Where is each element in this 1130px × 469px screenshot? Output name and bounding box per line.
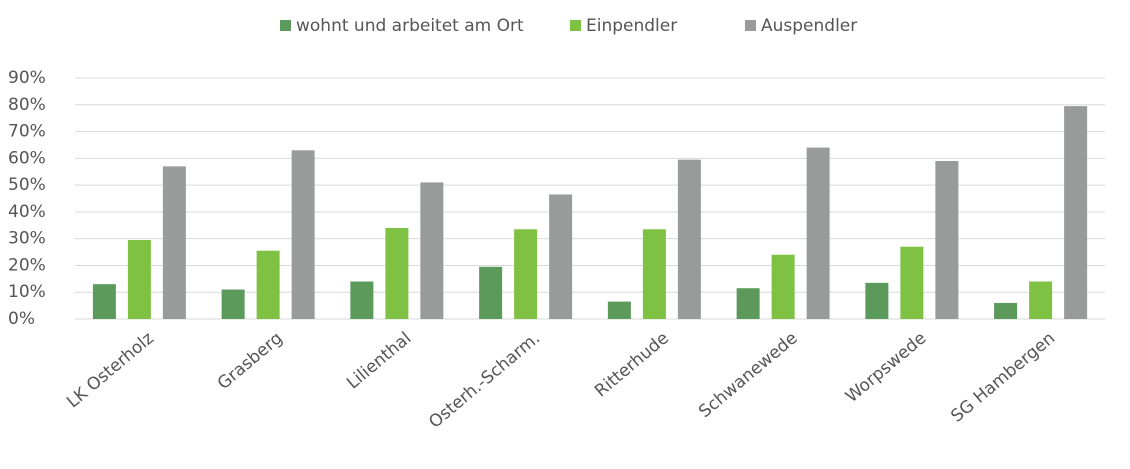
bar (607, 301, 631, 319)
legend-label: Einpendler (586, 16, 677, 36)
legend-swatch (280, 20, 291, 31)
bar (291, 150, 315, 319)
bar (221, 289, 245, 319)
bar (806, 147, 830, 319)
bar (1029, 281, 1053, 319)
x-tick-label: Osterh.-Scharm. (425, 328, 544, 432)
y-tick-label: 10% (8, 282, 46, 302)
bar (385, 227, 409, 319)
y-tick-label: 20% (8, 255, 46, 275)
bar (900, 246, 924, 319)
bar (127, 240, 151, 319)
bar (256, 250, 280, 319)
y-tick-label: 40% (8, 202, 46, 222)
x-tick-label: Schwanewede (695, 328, 801, 422)
y-tick-label: 30% (8, 229, 46, 249)
y-tick-label: 0% (8, 309, 35, 329)
x-tick-label: Ritterhude (591, 328, 673, 401)
bar (935, 161, 959, 319)
bar (771, 254, 795, 319)
x-tick-label: Worpswede (842, 328, 930, 407)
bar (994, 302, 1018, 319)
bar (420, 182, 444, 319)
bar (642, 229, 666, 319)
x-tick-label: LK Osterholz (63, 328, 158, 412)
y-tick-label: 80% (8, 95, 46, 115)
legend-swatch (745, 20, 756, 31)
bar (677, 159, 701, 319)
bar (479, 266, 503, 319)
x-tick-label: Lilienthal (343, 328, 415, 393)
bar (865, 282, 889, 319)
bar (514, 229, 538, 319)
legend-swatch (570, 20, 581, 31)
x-tick-label: SG Hambergen (947, 328, 1059, 426)
bar (350, 281, 374, 319)
bar (162, 166, 186, 319)
y-tick-label: 50% (8, 175, 46, 195)
y-tick-label: 90% (8, 68, 46, 88)
y-tick-label: 60% (8, 148, 46, 168)
x-tick-label: Grasberg (214, 328, 287, 394)
legend-label: Auspendler (761, 16, 857, 36)
y-tick-label: 70% (8, 122, 46, 142)
bar (1064, 106, 1088, 319)
bar (549, 194, 573, 319)
bar (736, 288, 760, 319)
legend-label: wohnt und arbeitet am Ort (296, 16, 524, 36)
bar (92, 284, 116, 319)
